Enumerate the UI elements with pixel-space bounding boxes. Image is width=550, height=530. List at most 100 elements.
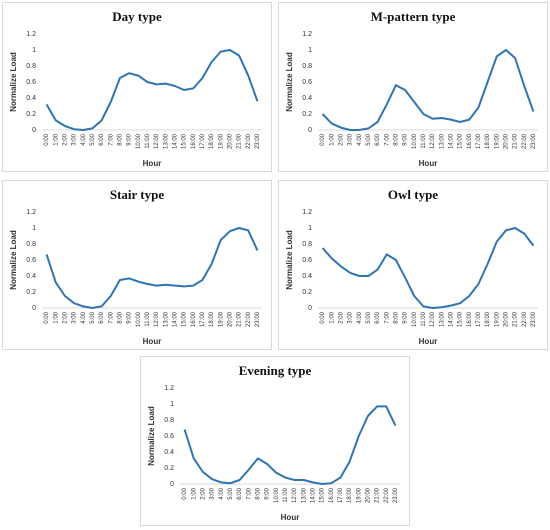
x-tick-label: 18:00 — [209, 133, 215, 149]
y-tick-label: 0.6 — [26, 79, 36, 86]
x-tick-label: 6:00 — [237, 487, 243, 499]
x-tick-label: 9:00 — [265, 487, 271, 499]
x-tick-label: 22:00 — [384, 487, 390, 503]
x-tick-label: 8:00 — [117, 311, 123, 323]
x-tick-label: 13:00 — [439, 311, 445, 327]
y-tick-label: 1 — [32, 225, 36, 232]
y-tick-label: 1.2 — [26, 209, 36, 216]
x-tick-label: 7:00 — [384, 311, 390, 323]
x-tick-label: 10:00 — [274, 487, 280, 503]
x-tick-label: 23:00 — [255, 311, 261, 327]
x-tick-label: 18:00 — [209, 311, 215, 327]
x-tick-label: 13:00 — [439, 133, 445, 149]
x-tick-label: 21:00 — [513, 133, 519, 149]
y-tick-label: 0.2 — [26, 111, 36, 118]
x-axis-label: Hour — [419, 337, 438, 346]
y-tick-label: 0.8 — [302, 241, 312, 248]
x-tick-label: 12:00 — [430, 311, 436, 327]
panel-border — [278, 180, 548, 350]
chart-panel: Stair type 0 0.2 0.4 0.6 0.8 1 1.2 0:00 1:00 2:00 3… — [2, 180, 272, 350]
x-tick-label: 8:00 — [393, 133, 399, 145]
x-tick-label: 6:00 — [375, 311, 381, 323]
chart-title: Owl type — [388, 187, 438, 202]
x-tick-label: 22:00 — [522, 311, 528, 327]
x-tick-label: 8:00 — [117, 133, 123, 145]
x-tick-label: 4:00 — [219, 487, 225, 499]
y-tick-label: 0.2 — [164, 465, 174, 472]
x-tick-label: 1:00 — [53, 311, 59, 323]
x-tick-label: 16:00 — [467, 311, 473, 327]
x-tick-label: 17:00 — [200, 133, 206, 149]
x-tick-label: 23:00 — [255, 133, 261, 149]
x-tick-label: 10:00 — [412, 133, 418, 149]
x-tick-label: 6:00 — [99, 133, 105, 145]
x-tick-label: 2:00 — [200, 487, 206, 499]
y-tick-label: 0.2 — [302, 111, 312, 118]
y-tick-label: 0.4 — [302, 95, 312, 102]
y-tick-label: 1.2 — [164, 385, 174, 392]
x-tick-label: 10:00 — [136, 133, 142, 149]
x-tick-label: 0:00 — [44, 311, 50, 323]
x-tick-label: 21:00 — [237, 133, 243, 149]
chart-title: M-pattern type — [371, 9, 456, 24]
x-tick-label: 11:00 — [145, 311, 151, 326]
y-tick-label: 0 — [308, 305, 312, 312]
y-axis-label: Normalize Load — [285, 52, 294, 112]
x-tick-label: 2:00 — [338, 311, 344, 323]
x-tick-label: 4:00 — [357, 311, 363, 323]
x-tick-label: 18:00 — [485, 311, 491, 327]
y-tick-label: 1.2 — [26, 31, 36, 38]
x-tick-label: 15:00 — [320, 487, 326, 503]
x-tick-label: 3:00 — [72, 133, 78, 145]
x-tick-label: 13:00 — [301, 487, 307, 503]
x-axis-label: Hour — [419, 159, 438, 168]
x-tick-label: 10:00 — [412, 311, 418, 327]
x-tick-label: 19:00 — [494, 133, 500, 149]
y-tick-label: 0.4 — [164, 449, 174, 456]
y-tick-label: 1 — [170, 401, 174, 408]
x-tick-label: 19:00 — [356, 487, 362, 503]
line — [45, 227, 259, 309]
x-tick-label: 2:00 — [62, 311, 68, 323]
x-tick-label: 13:00 — [163, 133, 169, 149]
panel-border — [278, 2, 548, 172]
y-axis-label: Normalize Load — [285, 230, 294, 290]
y-tick-label: 0.6 — [302, 79, 312, 86]
x-tick-label: 5:00 — [90, 311, 96, 323]
x-tick-label: 4:00 — [357, 133, 363, 145]
y-tick-label: 1 — [308, 47, 312, 54]
y-axis-label: Normalize Load — [9, 52, 18, 112]
x-tick-label: 2:00 — [62, 133, 68, 145]
x-axis-label: Hour — [143, 337, 162, 346]
y-tick-label: 0.2 — [302, 289, 312, 296]
x-tick-label: 13:00 — [163, 311, 169, 327]
x-tick-label: 5:00 — [228, 487, 234, 499]
x-tick-label: 20:00 — [227, 311, 233, 327]
x-tick-label: 12:00 — [292, 487, 298, 503]
y-tick-label: 0.6 — [302, 257, 312, 264]
x-tick-label: 20:00 — [503, 311, 509, 327]
x-tick-label: 7:00 — [108, 133, 114, 145]
x-tick-label: 21:00 — [375, 487, 381, 503]
y-axis-label: Normalize Load — [9, 230, 18, 290]
x-tick-label: 15:00 — [182, 133, 188, 149]
x-tick-label: 9:00 — [127, 133, 133, 145]
chart-panel: Day type 0 0.2 0.4 0.6 0.8 1 1.2 0:00 1:00 2:00 3:0… — [2, 2, 272, 172]
y-tick-label: 1.2 — [302, 209, 312, 216]
x-tick-label: 18:00 — [485, 133, 491, 149]
x-tick-label: 22:00 — [246, 133, 252, 149]
x-tick-label: 5:00 — [90, 133, 96, 145]
x-tick-label: 19:00 — [218, 311, 224, 327]
x-tick-label: 9:00 — [403, 133, 409, 145]
x-tick-label: 6:00 — [375, 133, 381, 145]
x-tick-label: 0:00 — [320, 311, 326, 323]
x-tick-label: 20:00 — [503, 133, 509, 149]
x-tick-label: 19:00 — [494, 311, 500, 327]
panel-border — [2, 180, 272, 350]
x-tick-label: 14:00 — [172, 311, 178, 327]
x-tick-label: 14:00 — [310, 487, 316, 503]
x-tick-label: 10:00 — [136, 311, 142, 327]
y-tick-label: 0.8 — [164, 417, 174, 424]
x-tick-label: 23:00 — [531, 133, 537, 149]
x-tick-label: 5:00 — [366, 133, 372, 145]
